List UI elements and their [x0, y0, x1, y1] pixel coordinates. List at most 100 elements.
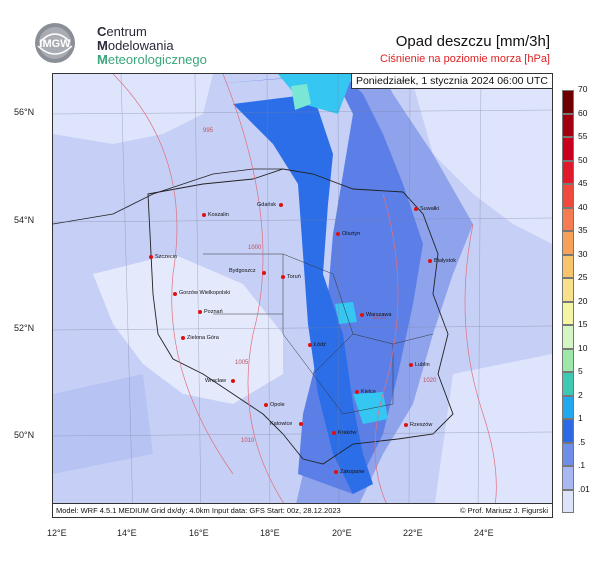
lon-label-14: 14°E [117, 528, 137, 538]
heavy-precip-cell [278, 74, 353, 114]
legend-label: 60 [578, 107, 588, 118]
legend-swatch [562, 137, 574, 161]
city-marker[interactable] [308, 343, 312, 347]
city-label: Zielona Góra [187, 335, 219, 341]
legend-swatch [562, 325, 574, 349]
isobar [374, 193, 399, 517]
legend-swatch [562, 348, 574, 372]
city-marker[interactable] [202, 213, 206, 217]
model-info-strip: Model: WRF 4.5.1 MEDIUM Grid dx/dy: 4.0k… [53, 503, 552, 517]
city-label: Katowice [270, 421, 293, 427]
legend-swatch [562, 254, 574, 278]
city-label: Kielce [361, 389, 376, 395]
lon-label-18: 18°E [260, 528, 280, 538]
isobar [464, 223, 497, 517]
city-label: Gorzów Wielkopolski [179, 290, 231, 296]
city-marker[interactable] [231, 379, 235, 383]
page-title: Opad deszczu [mm/3h] [395, 33, 550, 50]
imgw-logo: IMGW [35, 23, 75, 63]
city-label: Olsztyn [342, 231, 361, 237]
city-marker[interactable] [299, 422, 303, 426]
legend-label: 2 [578, 389, 583, 400]
isobar-label: 1020 [423, 378, 437, 384]
city-marker[interactable] [149, 255, 153, 259]
lon-label-22: 22°E [403, 528, 423, 538]
legend-label: 35 [578, 225, 588, 235]
city-label: Gdańsk [257, 202, 276, 208]
intense-precip-core [233, 94, 373, 494]
legend-label: 10 [578, 342, 588, 353]
legend-swatch [562, 466, 574, 490]
isobar-label: 1005 [235, 360, 249, 366]
city-marker[interactable] [428, 259, 432, 263]
page-subtitle: Ciśnienie na poziomie morza [hPa] [380, 53, 550, 65]
legend-label: 20 [578, 295, 588, 306]
city-marker[interactable] [198, 310, 202, 314]
legend-swatch [562, 231, 574, 255]
legend-swatch [562, 301, 574, 325]
legend-swatch [562, 160, 574, 184]
light-precip-area [53, 74, 213, 144]
city-label: Koszalin [208, 212, 229, 218]
city-label: Szczecin [155, 254, 178, 260]
legend-swatch [562, 419, 574, 443]
legend-label: 55 [578, 131, 588, 141]
legend-label: 70 [578, 84, 588, 94]
isobar-label: 1010 [241, 438, 255, 444]
city-marker[interactable] [262, 271, 266, 275]
legend-swatch [562, 372, 574, 396]
strong-precip-band [213, 74, 423, 494]
city-marker[interactable] [404, 423, 408, 427]
city-marker[interactable] [414, 207, 418, 211]
city-marker[interactable] [409, 363, 413, 367]
city-marker[interactable] [336, 232, 340, 236]
legend-label: 45 [578, 178, 588, 188]
legend-label: 15 [578, 319, 588, 329]
legend-label: .01 [578, 483, 590, 494]
city-label: Rzeszów [410, 422, 433, 428]
city-marker[interactable] [334, 470, 338, 474]
precipitation-map[interactable]: 995 1000 1005 1010 1015 1020 Gdańsk Kosz… [52, 73, 553, 518]
city-marker[interactable] [355, 390, 359, 394]
header: IMGW Centrum Modelowania Meteorologiczne… [0, 0, 612, 72]
city-marker[interactable] [281, 275, 285, 279]
isobar [222, 74, 294, 517]
copyright: © Prof. Mariusz J. Figurski [459, 506, 548, 515]
heavy-precip-cell [353, 392, 388, 424]
legend-swatch [562, 207, 574, 231]
legend-swatch [562, 90, 574, 114]
city-marker[interactable] [181, 336, 185, 340]
precip-legend [562, 90, 576, 513]
city-marker[interactable] [360, 313, 364, 317]
legend-swatch [562, 489, 574, 513]
light-precip-area [53, 374, 153, 474]
light-precip-area [413, 74, 552, 244]
city-label: Suwałki [420, 206, 439, 212]
isobar-label: 1015 [373, 315, 387, 321]
coastline [53, 168, 283, 225]
lat-label-56: 56°N [14, 107, 35, 117]
heavy-precip-cell [291, 84, 311, 110]
map-canvas: 995 1000 1005 1010 1015 1020 [53, 74, 552, 517]
legend-swatch [562, 278, 574, 302]
medium-precip-band [203, 74, 473, 517]
region-borders [203, 253, 434, 415]
city-marker[interactable] [264, 403, 268, 407]
lon-label-24: 24°E [474, 528, 494, 538]
light-precip-area [433, 354, 552, 517]
city-label: Warszawa [366, 312, 392, 318]
logo-text: IMGW [39, 38, 71, 50]
lat-label-50: 50°N [14, 430, 35, 440]
lat-label-52: 52°N [14, 323, 35, 333]
city-marker[interactable] [279, 203, 283, 207]
legend-label: 1 [578, 413, 583, 423]
lon-label-16: 16°E [189, 528, 209, 538]
model-info: Model: WRF 4.5.1 MEDIUM Grid dx/dy: 4.0k… [56, 506, 341, 515]
city-marker[interactable] [332, 431, 336, 435]
legend-label: 25 [578, 272, 588, 282]
city-marker[interactable] [173, 292, 177, 296]
isobar-label: 1000 [248, 245, 262, 251]
city-label: Poznań [204, 309, 223, 315]
isobar-label: 995 [203, 128, 214, 134]
forecast-datetime: Poniedziałek, 1 stycznia 2024 06:00 UTC [350, 74, 552, 89]
